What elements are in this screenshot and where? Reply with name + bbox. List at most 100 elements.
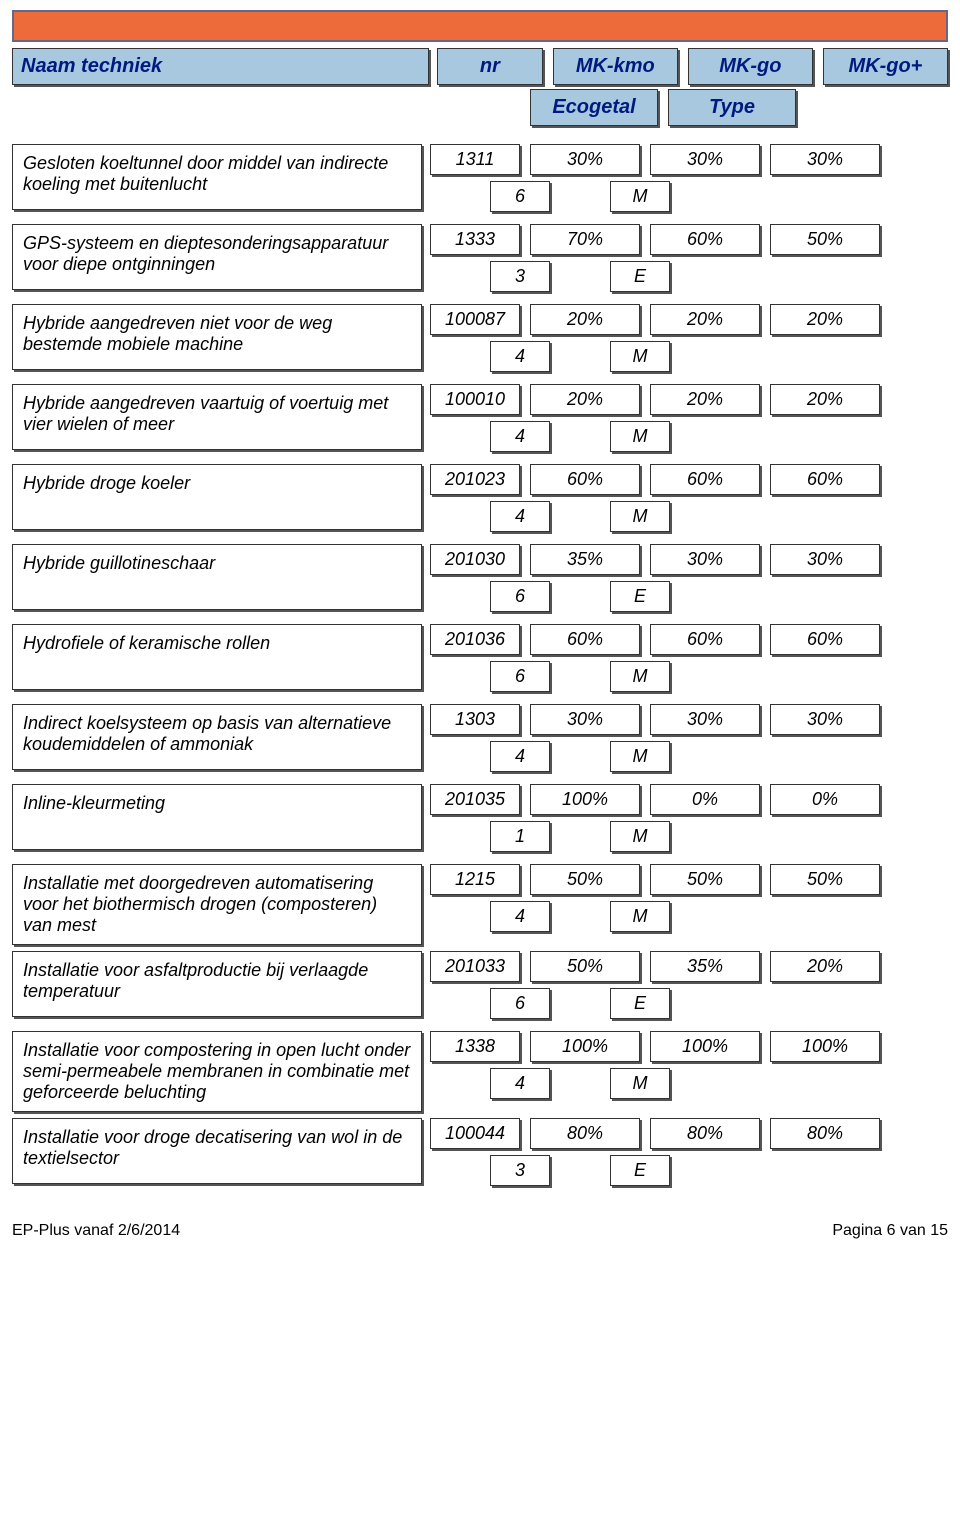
cell-type: E: [610, 988, 670, 1019]
cell-mk-go-plus: 20%: [770, 384, 880, 415]
cell-mk-go-plus: 20%: [770, 951, 880, 982]
column-subheader-row: Ecogetal Type: [12, 89, 948, 126]
cell-mk-kmo: 35%: [530, 544, 640, 575]
cell-mk-go: 30%: [650, 144, 760, 175]
technique-row: Installatie voor droge decatisering van …: [12, 1118, 948, 1192]
cell-ecogetal: 4: [490, 1068, 550, 1099]
technique-row: GPS-systeem en dieptesonderingsapparatuu…: [12, 224, 948, 298]
cell-nr: 100087: [430, 304, 520, 335]
cell-mk-go: 20%: [650, 384, 760, 415]
cell-mk-go: 60%: [650, 624, 760, 655]
technique-description: Installatie voor asfaltproductie bij ver…: [12, 951, 422, 1017]
technique-row: Installatie voor asfaltproductie bij ver…: [12, 951, 948, 1025]
cell-mk-go: 30%: [650, 544, 760, 575]
technique-description: Inline-kleurmeting: [12, 784, 422, 850]
cell-mk-go: 100%: [650, 1031, 760, 1062]
cell-nr: 201036: [430, 624, 520, 655]
technique-row: Inline-kleurmeting 201035 100% 0% 0% 1 M: [12, 784, 948, 858]
column-header-row: Naam techniek nr MK-kmo MK-go MK-go+: [12, 48, 948, 85]
technique-row: Indirect koelsysteem op basis van altern…: [12, 704, 948, 778]
cell-mk-kmo: 30%: [530, 704, 640, 735]
cell-ecogetal: 4: [490, 901, 550, 932]
cell-nr: 1215: [430, 864, 520, 895]
cell-mk-go: 30%: [650, 704, 760, 735]
cell-ecogetal: 1: [490, 821, 550, 852]
technique-row: Hybride droge koeler 201023 60% 60% 60% …: [12, 464, 948, 538]
cell-ecogetal: 6: [490, 988, 550, 1019]
cell-type: E: [610, 581, 670, 612]
cell-mk-go: 20%: [650, 304, 760, 335]
cell-type: M: [610, 1068, 670, 1099]
cell-type: E: [610, 261, 670, 292]
cell-type: M: [610, 741, 670, 772]
technique-row: Gesloten koeltunnel door middel van indi…: [12, 144, 948, 218]
cell-mk-go: 60%: [650, 464, 760, 495]
cell-mk-go-plus: 50%: [770, 864, 880, 895]
cell-mk-kmo: 100%: [530, 1031, 640, 1062]
technique-description: Installatie voor compostering in open lu…: [12, 1031, 422, 1112]
footer-right: Pagina 6 van 15: [832, 1222, 948, 1240]
cell-nr: 1333: [430, 224, 520, 255]
technique-row: Hybride guillotineschaar 201030 35% 30% …: [12, 544, 948, 618]
footer-left: EP-Plus vanaf 2/6/2014: [12, 1222, 180, 1240]
cell-mk-go-plus: 20%: [770, 304, 880, 335]
cell-mk-kmo: 20%: [530, 384, 640, 415]
cell-mk-kmo: 50%: [530, 951, 640, 982]
page-footer: EP-Plus vanaf 2/6/2014 Pagina 6 van 15: [12, 1222, 948, 1240]
header-name: Naam techniek: [12, 48, 429, 85]
cell-ecogetal: 3: [490, 1155, 550, 1186]
cell-mk-go-plus: 30%: [770, 544, 880, 575]
technique-description: Hybride aangedreven niet voor de weg bes…: [12, 304, 422, 370]
cell-ecogetal: 4: [490, 741, 550, 772]
cell-type: M: [610, 421, 670, 452]
cell-mk-kmo: 20%: [530, 304, 640, 335]
technique-description: Hybride droge koeler: [12, 464, 422, 530]
cell-nr: 201033: [430, 951, 520, 982]
cell-mk-go-plus: 30%: [770, 144, 880, 175]
cell-type: M: [610, 901, 670, 932]
cell-type: M: [610, 181, 670, 212]
cell-ecogetal: 3: [490, 261, 550, 292]
cell-ecogetal: 6: [490, 181, 550, 212]
cell-type: M: [610, 341, 670, 372]
cell-type: M: [610, 661, 670, 692]
cell-mk-kmo: 80%: [530, 1118, 640, 1149]
cell-nr: 201035: [430, 784, 520, 815]
technique-description: Gesloten koeltunnel door middel van indi…: [12, 144, 422, 210]
cell-nr: 1338: [430, 1031, 520, 1062]
cell-mk-go: 0%: [650, 784, 760, 815]
cell-mk-go-plus: 0%: [770, 784, 880, 815]
cell-mk-go: 60%: [650, 224, 760, 255]
cell-mk-kmo: 30%: [530, 144, 640, 175]
technique-description: Hydrofiele of keramische rollen: [12, 624, 422, 690]
header-mk-go-plus: MK-go+: [823, 48, 948, 85]
cell-type: M: [610, 501, 670, 532]
cell-mk-go: 35%: [650, 951, 760, 982]
cell-mk-go-plus: 80%: [770, 1118, 880, 1149]
cell-ecogetal: 4: [490, 341, 550, 372]
technique-row: Installatie voor compostering in open lu…: [12, 1031, 948, 1112]
cell-nr: 100044: [430, 1118, 520, 1149]
header-type: Type: [668, 89, 796, 126]
cell-mk-kmo: 100%: [530, 784, 640, 815]
technique-row: Hybride aangedreven vaartuig of voertuig…: [12, 384, 948, 458]
cell-mk-kmo: 60%: [530, 624, 640, 655]
cell-nr: 201030: [430, 544, 520, 575]
technique-description: Indirect koelsysteem op basis van altern…: [12, 704, 422, 770]
technique-description: Installatie voor droge decatisering van …: [12, 1118, 422, 1184]
technique-row: Hydrofiele of keramische rollen 201036 6…: [12, 624, 948, 698]
cell-ecogetal: 6: [490, 581, 550, 612]
technique-description: Hybride guillotineschaar: [12, 544, 422, 610]
cell-ecogetal: 6: [490, 661, 550, 692]
header-mk-go: MK-go: [688, 48, 813, 85]
header-nr: nr: [437, 48, 543, 85]
cell-mk-go-plus: 50%: [770, 224, 880, 255]
technique-description: GPS-systeem en dieptesonderingsapparatuu…: [12, 224, 422, 290]
cell-ecogetal: 4: [490, 421, 550, 452]
cell-mk-go: 50%: [650, 864, 760, 895]
cell-nr: 1311: [430, 144, 520, 175]
header-mk-kmo: MK-kmo: [553, 48, 678, 85]
top-divider-bar: [12, 10, 948, 42]
cell-nr: 201023: [430, 464, 520, 495]
cell-mk-go-plus: 30%: [770, 704, 880, 735]
